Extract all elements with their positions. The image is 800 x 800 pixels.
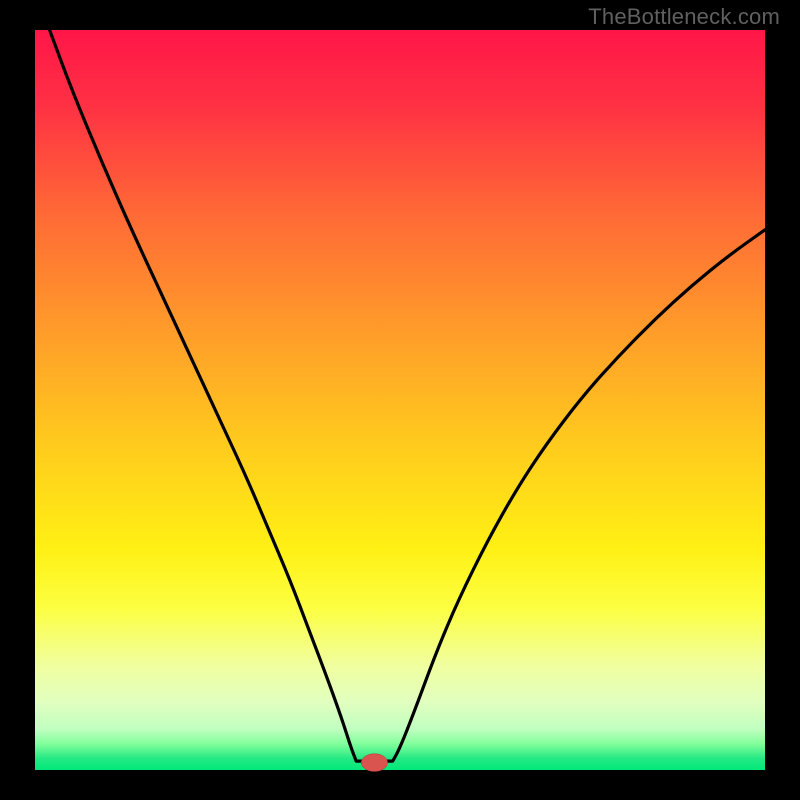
chart-container: TheBottleneck.com: [0, 0, 800, 800]
plot-background: [35, 30, 765, 770]
bottleneck-chart-svg: [0, 0, 800, 800]
watermark-text: TheBottleneck.com: [588, 4, 780, 30]
optimal-point-marker: [361, 754, 387, 772]
